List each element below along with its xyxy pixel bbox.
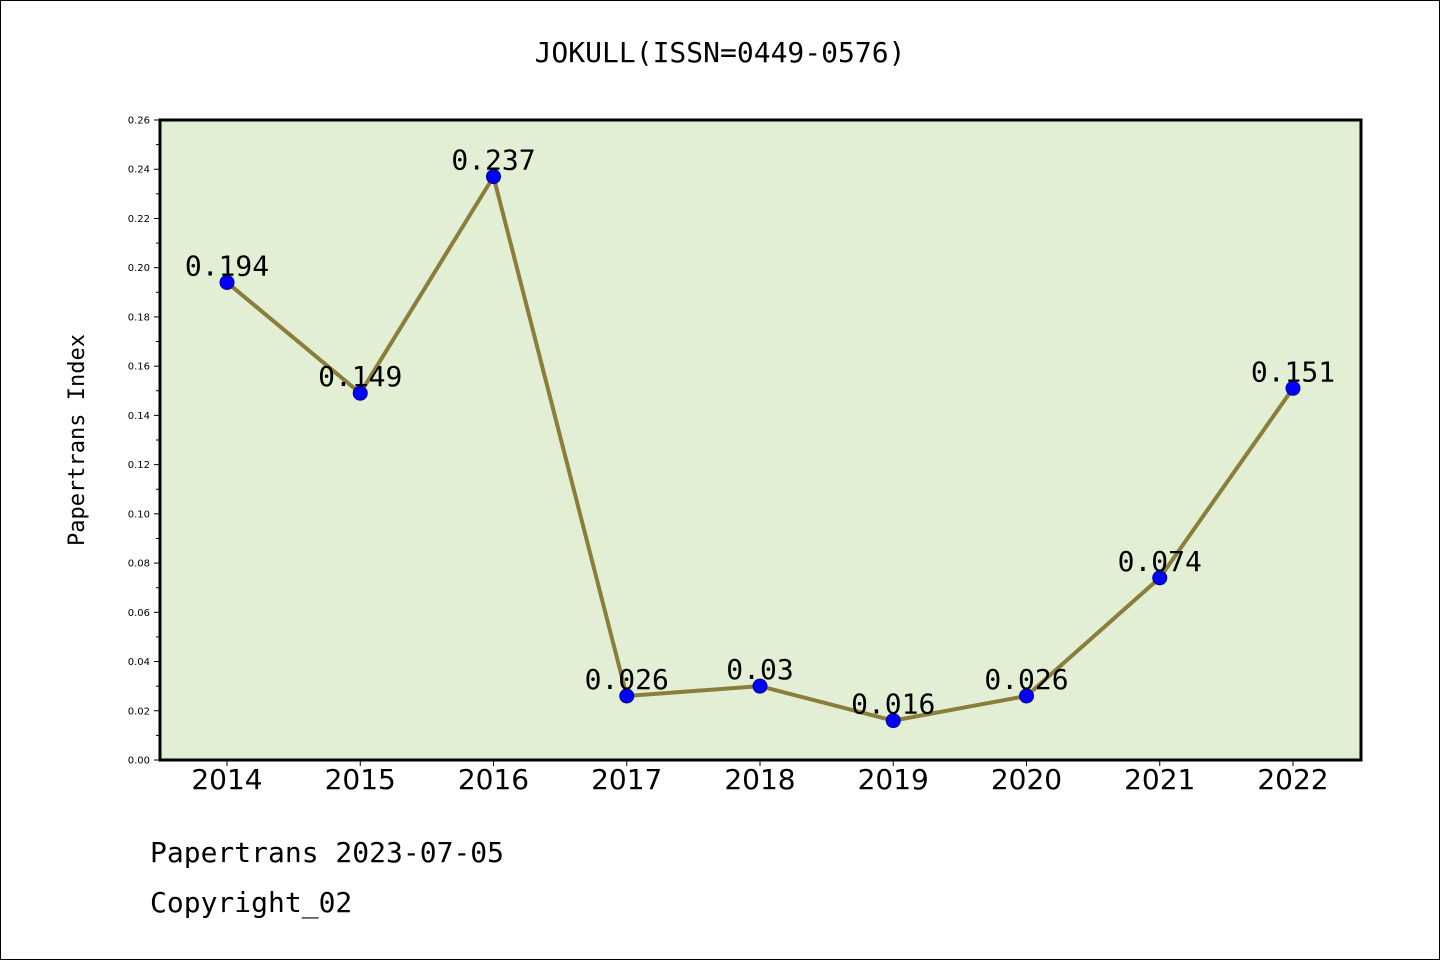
data-label: 0.194 xyxy=(185,249,269,282)
y-tick-label: 0.22 xyxy=(128,214,150,225)
x-tick-label: 2018 xyxy=(724,763,795,796)
y-tick-label: 0.10 xyxy=(128,509,150,520)
x-tick-label: 2016 xyxy=(458,763,529,796)
y-tick-label: 0.00 xyxy=(128,756,150,767)
y-tick-label: 0.20 xyxy=(128,263,150,274)
y-tick-label: 0.16 xyxy=(128,362,150,373)
y-tick-label: 0.06 xyxy=(128,608,150,619)
data-label: 0.026 xyxy=(984,663,1068,696)
y-tick-label: 0.24 xyxy=(128,165,150,176)
data-point xyxy=(1152,570,1168,586)
data-label: 0.03 xyxy=(726,653,793,686)
data-point xyxy=(885,713,901,729)
x-tick-label: 2022 xyxy=(1257,763,1328,796)
data-point xyxy=(752,678,768,694)
y-tick-label: 0.04 xyxy=(128,657,150,668)
data-label: 0.151 xyxy=(1251,355,1335,388)
data-point xyxy=(219,274,235,290)
y-tick-label: 0.18 xyxy=(128,312,150,323)
y-tick-label: 0.26 xyxy=(128,116,150,127)
footer-date: Papertrans 2023-07-05 xyxy=(150,836,505,869)
footer-copyright: Copyright_02 xyxy=(150,886,353,919)
x-tick-label: 2017 xyxy=(591,763,662,796)
data-label: 0.074 xyxy=(1118,545,1202,578)
plot-border xyxy=(158,118,1363,762)
data-point xyxy=(352,385,368,401)
y-axis-label: Papertrans Index xyxy=(65,334,90,546)
x-tick-label: 2015 xyxy=(325,763,396,796)
x-tick-label: 2021 xyxy=(1124,763,1195,796)
data-label: 0.237 xyxy=(451,144,535,177)
data-point xyxy=(619,688,635,704)
x-tick-label: 2020 xyxy=(991,763,1062,796)
data-point xyxy=(1285,380,1301,396)
y-tick-label: 0.14 xyxy=(128,411,150,422)
y-tick-label: 0.12 xyxy=(128,460,150,471)
data-label: 0.149 xyxy=(318,360,402,393)
data-point xyxy=(486,169,501,185)
x-tick-label: 2019 xyxy=(858,763,929,796)
data-point xyxy=(1019,688,1034,704)
data-label: 0.026 xyxy=(585,663,669,696)
x-tick-label: 2014 xyxy=(191,763,262,796)
data-label: 0.016 xyxy=(851,688,935,721)
chart-title: JOKULL(ISSN=0449-0576) xyxy=(534,36,906,69)
y-tick-label: 0.02 xyxy=(128,706,150,717)
y-tick-label: 0.08 xyxy=(128,559,150,570)
plot-area xyxy=(160,120,1361,760)
